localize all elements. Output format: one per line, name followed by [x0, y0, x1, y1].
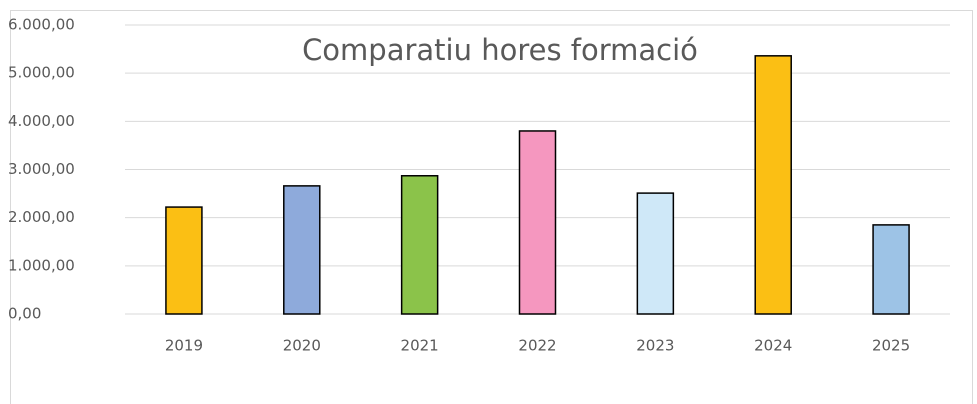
bar [872, 224, 910, 315]
bar [400, 175, 439, 315]
y-tick-label: 1.000,00 [8, 256, 75, 274]
y-tick-label: 2.000,00 [8, 208, 75, 226]
chart-frame [10, 10, 973, 404]
x-tick-label: 2020 [283, 337, 321, 355]
bar [754, 55, 792, 315]
bar [636, 192, 675, 315]
x-tick-label: 2019 [165, 337, 203, 355]
y-tick-label: 6.000,00 [8, 16, 75, 34]
chart-title: Comparatiu hores formació [302, 33, 698, 67]
bar [283, 185, 321, 315]
y-tick-label: 4.000,00 [8, 112, 75, 130]
bar [518, 130, 557, 315]
x-tick-label: 2024 [754, 337, 792, 355]
x-tick-label: 2023 [636, 337, 674, 355]
y-tick-label: 5.000,00 [8, 64, 75, 82]
bar [165, 206, 203, 315]
x-tick-label: 2022 [518, 337, 556, 355]
x-tick-label: 2025 [872, 337, 910, 355]
y-tick-label: 0,00 [8, 305, 41, 323]
y-tick-label: 3.000,00 [8, 160, 75, 178]
x-tick-label: 2021 [401, 337, 439, 355]
